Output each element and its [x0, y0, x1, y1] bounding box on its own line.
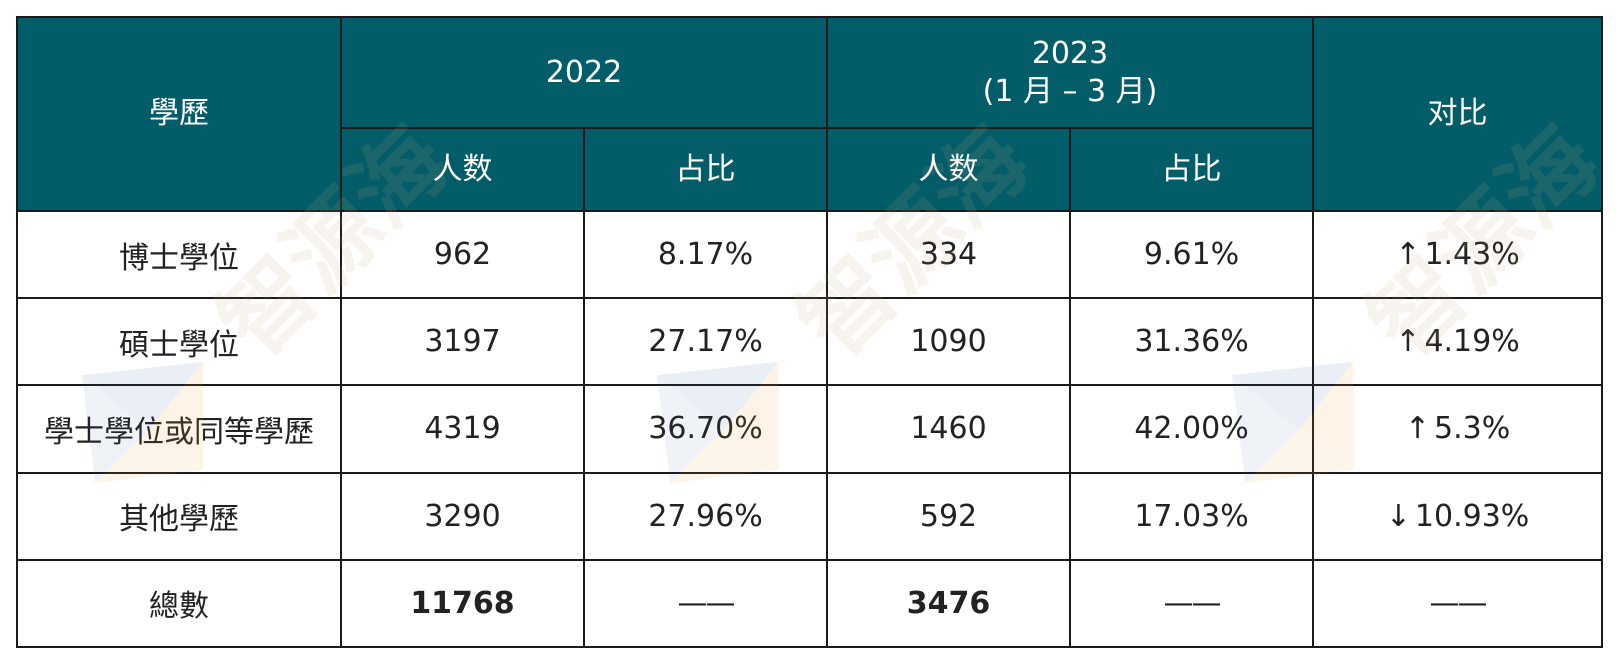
row-label: 碩士學位 — [16, 297, 342, 387]
table-row: 其他學歷 3290 27.96% 592 17.03% ↓ 10.93% — [16, 471, 1604, 561]
education-stats-table: 學歷 2022 2023 (1 月 – 3 月) 对比 人数 占比 人数 占比 … — [16, 16, 1604, 649]
share-2023: 17.03% — [1069, 471, 1315, 561]
header-share-2022: 占比 — [582, 127, 829, 212]
table-row: 碩士學位 3197 27.17% 1090 31.36% ↑ 4.19% — [16, 297, 1604, 387]
share-2022: 8.17% — [582, 209, 829, 300]
total-count-2023: 3476 — [826, 558, 1072, 649]
header-year-2023-range: (1 月 – 3 月) — [982, 73, 1158, 109]
header-year-2023: 2023 (1 月 – 3 月) — [826, 16, 1315, 129]
row-label: 其他學歷 — [16, 471, 342, 561]
total-row: 總數 11768 —— 3476 —— —— — [16, 558, 1604, 649]
total-share-2022: —— — [582, 558, 829, 649]
header-compare: 对比 — [1312, 16, 1604, 212]
header-year-2022: 2022 — [339, 16, 829, 129]
change-cell: ↑ 5.3% — [1312, 384, 1604, 474]
total-count-2022: 11768 — [340, 558, 585, 649]
change-value: 10.93% — [1414, 498, 1530, 534]
count-2022: 3197 — [340, 297, 585, 387]
table-row: 學士學位或同等學歷 4319 36.70% 1460 42.00% ↑ 5.3% — [16, 384, 1604, 474]
up-arrow-icon: ↑ — [1404, 411, 1430, 447]
share-2022: 27.17% — [582, 297, 829, 387]
header-count-2022: 人数 — [340, 127, 585, 212]
table-row: 博士學位 962 8.17% 334 9.61% ↑ 1.43% — [16, 209, 1604, 300]
header-count-2023: 人数 — [826, 127, 1072, 212]
change-value: 5.3% — [1433, 411, 1511, 447]
change-value: 4.19% — [1424, 324, 1520, 360]
up-arrow-icon: ↑ — [1395, 324, 1421, 360]
down-arrow-icon: ↓ — [1385, 498, 1411, 534]
count-2023: 1460 — [826, 384, 1072, 474]
header-share-2023: 占比 — [1069, 127, 1315, 212]
change-cell: ↓ 10.93% — [1312, 471, 1604, 561]
up-arrow-icon: ↑ — [1395, 237, 1421, 273]
header-education: 學歷 — [16, 16, 342, 212]
count-2022: 3290 — [340, 471, 585, 561]
row-label: 博士學位 — [16, 209, 342, 300]
share-2023: 9.61% — [1069, 209, 1315, 300]
total-label: 總數 — [16, 558, 342, 649]
change-value: 1.43% — [1424, 237, 1520, 273]
table-container: 學歷 2022 2023 (1 月 – 3 月) 对比 人数 占比 人数 占比 … — [16, 16, 1604, 649]
count-2023: 592 — [826, 471, 1072, 561]
share-2022: 27.96% — [582, 471, 829, 561]
change-cell: ↑ 4.19% — [1312, 297, 1604, 387]
change-cell: ↑ 1.43% — [1312, 209, 1604, 300]
share-2023: 31.36% — [1069, 297, 1315, 387]
total-change: —— — [1312, 558, 1604, 649]
share-2023: 42.00% — [1069, 384, 1315, 474]
total-share-2023: —— — [1069, 558, 1315, 649]
count-2022: 962 — [340, 209, 585, 300]
count-2023: 1090 — [826, 297, 1072, 387]
share-2022: 36.70% — [582, 384, 829, 474]
header-year-2023-label: 2023 — [1031, 36, 1109, 71]
count-2022: 4319 — [340, 384, 585, 474]
count-2023: 334 — [826, 209, 1072, 300]
row-label: 學士學位或同等學歷 — [16, 384, 342, 474]
